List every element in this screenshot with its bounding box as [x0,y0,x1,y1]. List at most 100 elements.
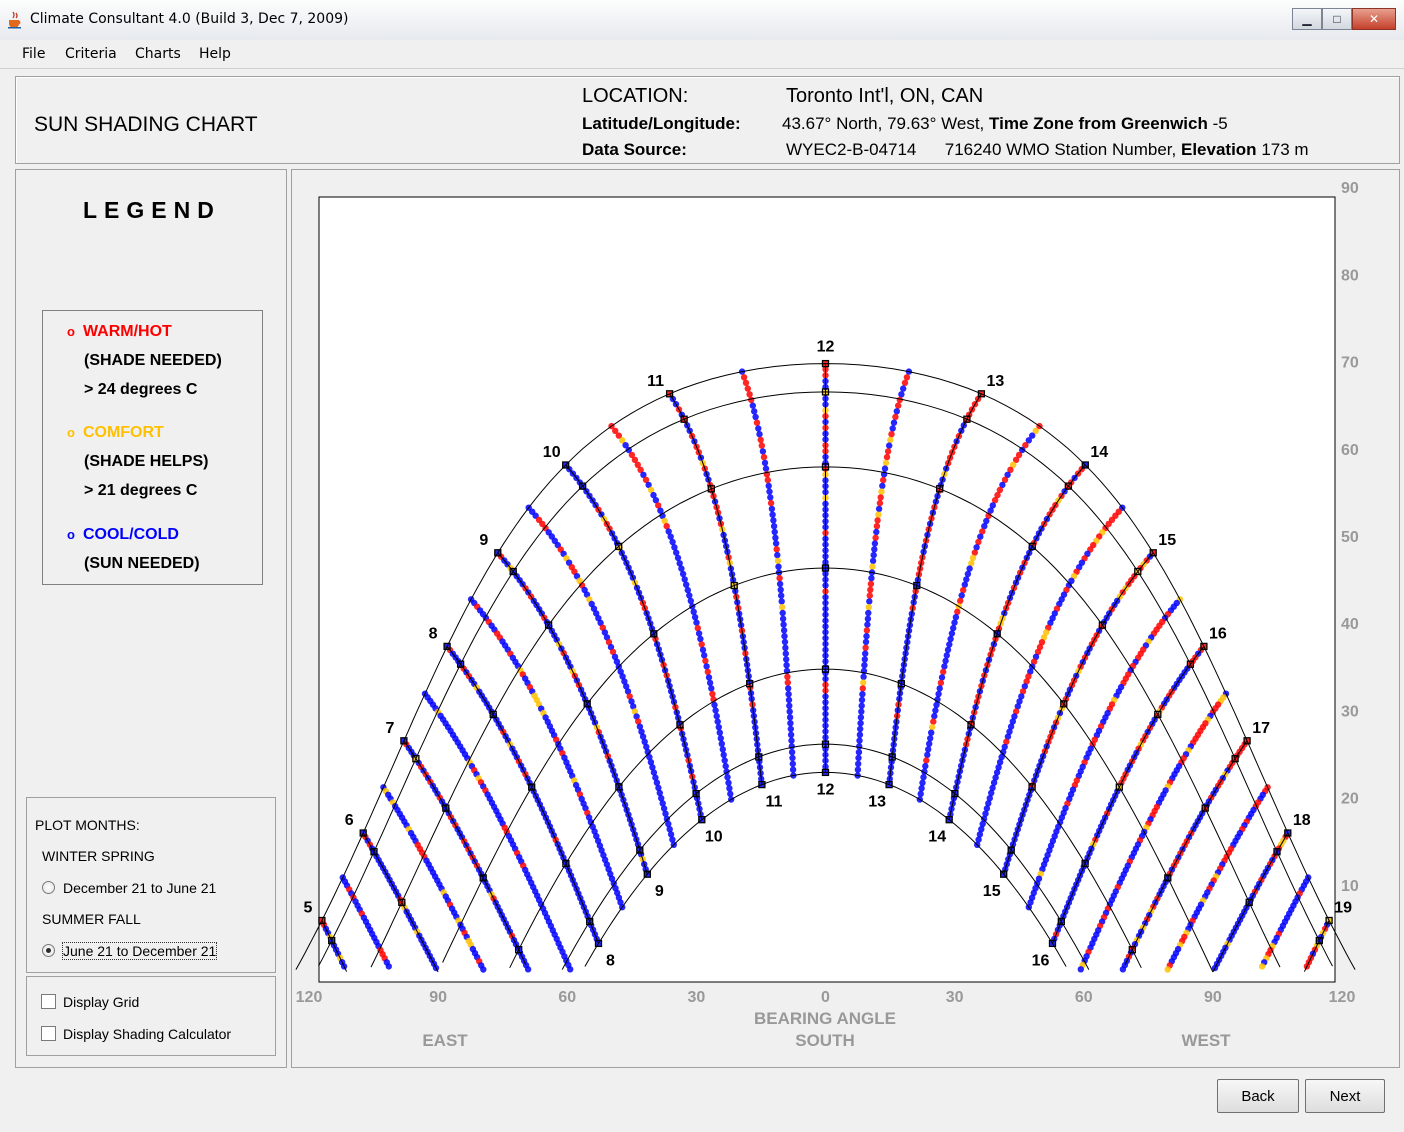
data-point [665,820,672,828]
data-point [867,586,874,593]
menu-file[interactable]: File [22,46,46,62]
legend-box: o WARM/HOT (SHADE NEEDED) > 24 degrees C … [42,310,263,585]
data-point [857,720,864,727]
data-point [865,604,872,611]
data-point [655,502,662,509]
data-point [650,491,657,499]
data-point [644,748,651,756]
hour-marker [479,874,487,882]
hour-marker [1115,783,1123,791]
display-grid-checkbox[interactable] [41,994,56,1009]
data-point [697,635,704,643]
data-point [871,546,878,553]
maximize-button[interactable]: □ [1322,8,1352,30]
data-point [781,638,789,646]
menu-help[interactable]: Help [199,46,231,62]
data-point [867,580,875,588]
data-point [780,621,787,628]
data-point [920,774,927,781]
display-shading-checkbox[interactable] [41,1026,56,1041]
hour-marker [1081,859,1089,868]
data-point [755,425,762,432]
data-point [948,630,956,637]
data-point [718,740,725,747]
radio-winter-spring[interactable] [42,881,55,894]
data-point [1000,748,1007,756]
hour-marker [1098,621,1107,629]
menu-charts[interactable]: Charts [135,46,181,62]
data-point [942,657,949,665]
hour-marker [977,390,986,398]
next-button[interactable]: Next [1305,1079,1385,1113]
data-point [941,663,948,670]
data-point [1027,668,1034,675]
data-point [621,678,628,685]
data-point [767,494,774,501]
back-button[interactable]: Back [1217,1079,1299,1113]
menu-criteria[interactable]: Criteria [65,46,117,62]
display-shading-label[interactable]: Display Shading Calculator [63,1026,232,1042]
data-point [773,546,780,553]
minimize-button[interactable]: ▁ [1292,8,1322,30]
data-point [1032,653,1040,660]
radio-summer-fall[interactable] [42,944,55,957]
sun-path-curves [295,359,1356,973]
hour-label: 8 [606,952,615,969]
data-point [1058,596,1065,603]
hour-label: 16 [1209,625,1227,642]
hour-marker [1245,898,1253,907]
data-point [613,658,621,665]
data-point [1012,456,1020,463]
hour-marker [1164,874,1172,882]
data-point [695,630,703,637]
y-tick-label: 50 [1341,529,1359,546]
summer-fall-option[interactable]: June 21 to December 21 [61,942,218,960]
hour-marker [1057,917,1065,926]
display-grid-label[interactable]: Display Grid [63,994,140,1010]
data-point [871,540,879,547]
data-point [631,708,639,715]
hour-marker [680,415,688,423]
hour-line [1052,646,1205,944]
data-point [645,481,652,489]
data-point [1025,673,1032,680]
data-point [679,570,687,578]
data-point [856,737,863,744]
data-point [786,702,793,709]
winter-spring-option[interactable]: December 21 to June 21 [63,880,217,896]
data-point [653,779,661,786]
data-point [641,738,648,745]
hour-marker [318,916,326,925]
title-bar: Climate Consultant 4.0 (Build 3, Dec 7, … [0,0,1404,41]
data-point [930,718,937,725]
data-point [705,674,713,681]
data-point [757,436,764,444]
hour-label: 18 [1293,812,1311,829]
data-point [980,815,988,823]
hour-marker [643,870,651,878]
data-point [683,581,690,588]
data-point [882,459,890,467]
data-point [861,656,868,663]
hour-marker [1200,642,1208,651]
data-point [676,560,683,567]
data-point [783,656,790,663]
hour-line [1003,552,1154,875]
data-point [1006,728,1013,735]
data-point [779,604,786,611]
data-point [873,523,881,530]
data-point [628,451,636,459]
data-point [744,385,751,392]
data-point [619,673,626,680]
data-point [626,693,633,700]
data-point [895,402,902,409]
close-button[interactable]: ✕ [1352,8,1396,30]
hour-marker [528,783,536,791]
data-point [858,702,865,709]
data-point [879,482,886,490]
data-point [671,544,678,551]
data-point [784,679,791,686]
data-point [975,538,982,546]
data-point [623,683,630,690]
data-point [642,476,650,483]
